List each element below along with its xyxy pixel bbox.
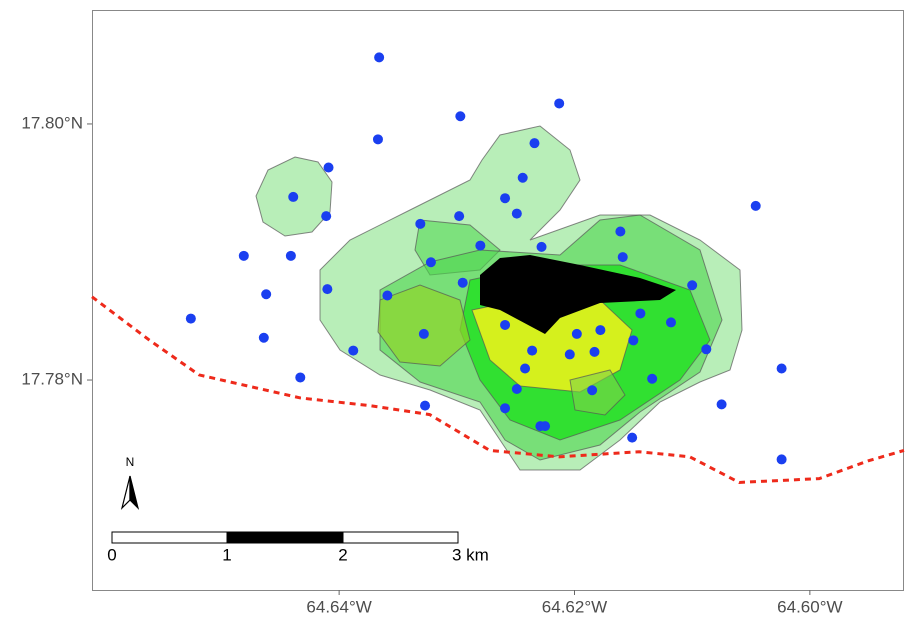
location-point — [520, 363, 531, 374]
island — [480, 255, 676, 334]
location-point — [258, 332, 269, 343]
scale-label: 3 km — [452, 545, 489, 564]
boundary-line — [91, 295, 905, 484]
location-point — [455, 111, 466, 122]
location-point — [716, 399, 727, 410]
location-point — [647, 373, 658, 384]
x-tick-label: 64.64°W — [306, 597, 371, 616]
location-point — [348, 345, 359, 356]
location-point — [540, 421, 551, 432]
location-point — [475, 240, 486, 251]
location-point — [415, 218, 426, 229]
scale-segment — [226, 531, 344, 544]
location-point — [511, 383, 522, 394]
location-point — [564, 349, 575, 360]
location-point — [372, 134, 383, 145]
location-point — [701, 344, 712, 355]
location-point — [295, 372, 306, 383]
location-point — [382, 290, 393, 301]
scale-label: 0 — [107, 545, 116, 564]
location-point — [589, 346, 600, 357]
location-point — [517, 172, 528, 183]
north-label: N — [126, 455, 135, 469]
location-point — [536, 241, 547, 252]
location-point — [750, 200, 761, 211]
scale-segment — [342, 531, 459, 544]
y-tick-label: 17.78°N — [21, 370, 83, 389]
scale-label: 1 — [222, 545, 231, 564]
location-point — [617, 252, 628, 263]
x-tick-label: 64.62°W — [542, 597, 607, 616]
location-point — [665, 317, 676, 328]
location-point — [285, 250, 296, 261]
location-point — [635, 308, 646, 319]
location-point — [627, 432, 638, 443]
location-point — [628, 335, 639, 346]
location-point — [511, 208, 522, 219]
location-point — [322, 284, 333, 295]
range-polygon — [377, 284, 471, 367]
location-point — [527, 345, 538, 356]
scale-segment — [111, 531, 228, 544]
location-point — [529, 138, 540, 149]
location-point — [323, 162, 334, 173]
location-point — [261, 289, 272, 300]
location-point — [500, 319, 511, 330]
location-point — [500, 193, 511, 204]
location-point — [595, 325, 606, 336]
location-point — [776, 363, 787, 374]
scale-label: 2 — [338, 545, 347, 564]
location-point — [587, 385, 598, 396]
location-point — [425, 257, 436, 268]
y-tick-label: 17.80°N — [21, 113, 83, 132]
location-point — [454, 211, 465, 222]
x-tick-label: 64.60°W — [777, 597, 842, 616]
location-point — [288, 191, 299, 202]
north-arrow: N — [120, 455, 140, 510]
location-point — [500, 403, 511, 414]
location-point — [457, 277, 468, 288]
location-point — [554, 98, 565, 109]
location-point — [571, 328, 582, 339]
scale-bar: 0 1 2 3 km — [107, 531, 489, 564]
location-point — [185, 313, 196, 324]
location-point — [418, 328, 429, 339]
location-point — [776, 454, 787, 465]
location-point — [238, 250, 249, 261]
range-polygon — [569, 369, 626, 416]
location-point — [687, 280, 698, 291]
location-point — [321, 211, 332, 222]
location-point — [615, 226, 626, 237]
location-point — [374, 52, 385, 63]
location-point — [420, 400, 431, 411]
north-arrow-right — [129, 475, 140, 510]
